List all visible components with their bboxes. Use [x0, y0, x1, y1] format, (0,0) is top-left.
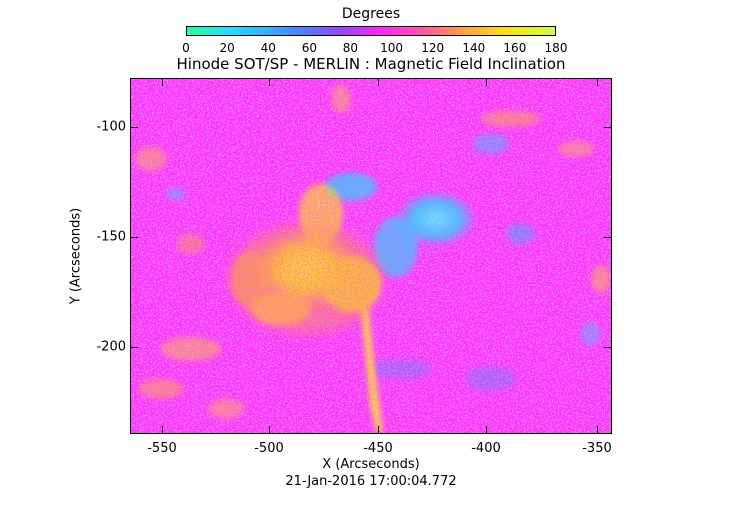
- colorbar-tick-label: 140: [462, 41, 486, 55]
- y-tick-mark: [130, 237, 138, 238]
- x-tick-mark: [486, 78, 487, 86]
- x-tick-mark: [486, 426, 487, 434]
- y-tick-mark: [130, 127, 138, 128]
- colorbar: [186, 26, 556, 36]
- x-tick-label: -400: [471, 441, 501, 456]
- x-tick-label: -350: [582, 441, 612, 456]
- x-tick-mark: [597, 426, 598, 434]
- y-tick-mark: [604, 127, 612, 128]
- colorbar-tick-label: 0: [182, 41, 190, 55]
- colorbar-tick-label: 80: [342, 41, 359, 55]
- x-tick-label: -500: [254, 441, 284, 456]
- x-tick-mark: [162, 426, 163, 434]
- y-tick-mark: [604, 237, 612, 238]
- y-tick-label: -200: [96, 339, 126, 355]
- x-tick-mark: [269, 78, 270, 86]
- x-tick-mark: [378, 426, 379, 434]
- colorbar-tick-label: 160: [503, 41, 527, 55]
- y-tick-label: -150: [96, 229, 126, 245]
- inclination-map: [130, 78, 612, 434]
- x-tick-mark: [378, 78, 379, 86]
- x-tick-mark: [597, 78, 598, 86]
- x-tick-label: -450: [363, 441, 393, 456]
- y-tick-mark: [130, 347, 138, 348]
- timestamp: 21-Jan-2016 17:00:04.772: [285, 474, 457, 489]
- x-tick-mark: [162, 78, 163, 86]
- colorbar-title: Degrees: [341, 6, 401, 22]
- colorbar-tick-label: 20: [219, 41, 235, 55]
- colorbar-tick-label: 180: [544, 41, 568, 55]
- x-tick-mark: [269, 426, 270, 434]
- y-tick-label: -100: [96, 119, 126, 135]
- colorbar-tick-label: 60: [301, 41, 317, 55]
- y-axis-label: Y (Arcseconds): [68, 207, 84, 305]
- plot-title: Hinode SOT/SP - MERLIN : Magnetic Field …: [176, 55, 566, 73]
- x-axis-label: X (Arcseconds): [322, 457, 420, 472]
- colorbar-tick-label: 120: [421, 41, 445, 55]
- colorbar-tick-label: 100: [380, 41, 403, 55]
- x-tick-label: -550: [147, 441, 177, 456]
- colorbar-tick-label: 40: [260, 41, 276, 55]
- y-tick-mark: [604, 347, 612, 348]
